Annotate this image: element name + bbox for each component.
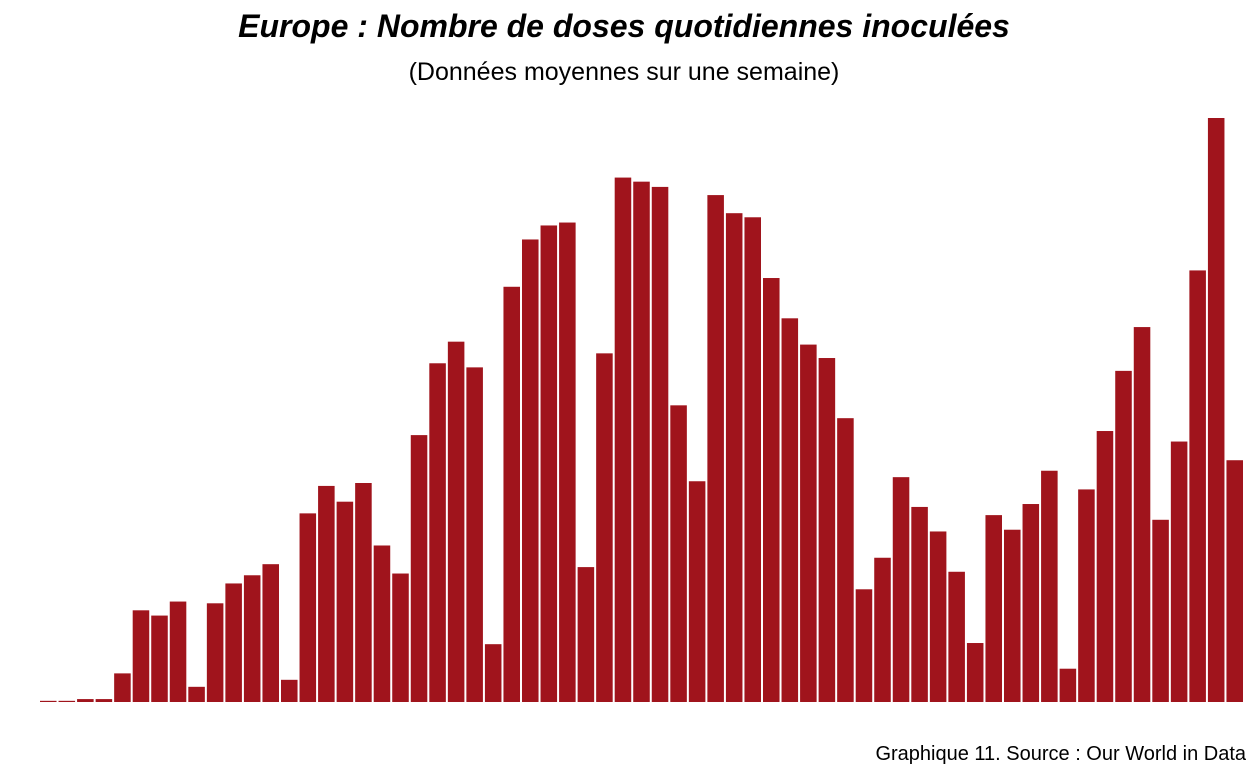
bar-33 — [633, 181, 650, 702]
bar-5 — [114, 673, 131, 702]
bar-14 — [281, 679, 298, 702]
bar-11 — [225, 583, 242, 702]
bar-23 — [447, 341, 465, 702]
bar-64 — [1207, 118, 1225, 702]
bar-24 — [466, 367, 483, 702]
bar-47 — [892, 477, 910, 702]
bar-48 — [911, 506, 928, 702]
chart-caption: Graphique 11. Source : Our World in Data — [875, 743, 1246, 765]
bar-26 — [503, 286, 520, 702]
bar-53 — [1004, 529, 1021, 702]
bar-41 — [781, 318, 799, 702]
bar-6 — [132, 610, 150, 702]
bar-27 — [522, 239, 539, 702]
bar-17 — [336, 501, 354, 702]
bar-31 — [596, 353, 613, 702]
bar-39 — [744, 217, 761, 702]
bar-30 — [577, 567, 595, 702]
bar-3 — [77, 699, 94, 702]
bars-group — [40, 118, 1243, 703]
bar-13 — [262, 564, 279, 702]
bar-56 — [1059, 668, 1077, 702]
bar-16 — [318, 485, 335, 702]
bar-45 — [855, 589, 873, 702]
bar-38 — [725, 213, 743, 702]
bar-34 — [651, 186, 669, 702]
bar-10 — [206, 603, 224, 702]
bar-58 — [1096, 431, 1114, 702]
bar-40 — [763, 278, 780, 702]
bar-46 — [874, 557, 891, 702]
bar-42 — [800, 344, 817, 702]
bar-12 — [243, 575, 261, 702]
bar-22 — [429, 363, 446, 702]
bar-50 — [948, 571, 965, 702]
bar-57 — [1078, 489, 1095, 702]
bar-65 — [1226, 460, 1243, 702]
bar-44 — [837, 418, 854, 702]
bar-43 — [818, 358, 836, 702]
bar-63 — [1189, 270, 1206, 702]
bar-18 — [355, 483, 372, 702]
bar-52 — [985, 515, 1002, 702]
bar-4 — [95, 699, 113, 702]
bar-55 — [1041, 470, 1058, 702]
bar-35 — [670, 405, 687, 702]
bar-32 — [614, 177, 632, 702]
bar-59 — [1115, 370, 1132, 702]
bar-25 — [484, 644, 502, 702]
bar-36 — [688, 481, 706, 702]
bar-21 — [410, 435, 428, 702]
bar-2 — [58, 700, 76, 702]
chart-subtitle: (Données moyennes sur une semaine) — [408, 58, 840, 86]
bar-60 — [1133, 327, 1151, 702]
bar-15 — [299, 513, 317, 702]
chart-title: Europe : Nombre de doses quotidiennes in… — [238, 8, 1010, 44]
bar-1 — [40, 700, 57, 702]
bar-20 — [392, 573, 409, 702]
bar-54 — [1022, 504, 1040, 702]
bar-28 — [540, 225, 558, 702]
bar-62 — [1170, 441, 1188, 702]
bar-7 — [151, 615, 168, 702]
bar-19 — [373, 545, 391, 702]
bar-61 — [1152, 519, 1169, 702]
bar-8 — [169, 601, 187, 702]
bar-37 — [707, 195, 724, 702]
bar-51 — [966, 643, 984, 702]
bar-9 — [188, 686, 205, 702]
bar-29 — [559, 222, 576, 703]
bar-49 — [929, 531, 947, 702]
